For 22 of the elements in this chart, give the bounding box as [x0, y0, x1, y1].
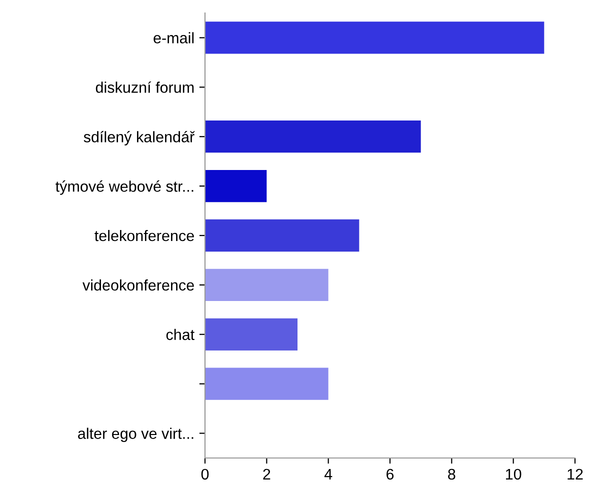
- x-tick-label: 4: [324, 468, 332, 480]
- y-tick-label: diskuzní forum: [96, 81, 194, 93]
- bar: [205, 170, 267, 202]
- bar: [205, 22, 544, 54]
- y-tick-label: telekonference: [94, 230, 194, 242]
- x-tick-label: 6: [386, 468, 394, 480]
- y-tick-label: sdílený kalendář: [84, 130, 195, 146]
- x-tick-label: 2: [263, 468, 270, 480]
- y-tick-label: týmové webové str...: [56, 180, 194, 195]
- x-tick-label: 0: [201, 468, 209, 480]
- y-tick-label: alter ego ve virt...: [78, 428, 194, 442]
- bar: [205, 219, 360, 252]
- x-tick-label: 12: [568, 468, 583, 480]
- y-tick-label: e-mail: [154, 32, 194, 44]
- bar: [205, 120, 421, 153]
- bar: [205, 318, 298, 350]
- bar: [205, 268, 328, 302]
- x-tick-label: 10: [506, 468, 522, 480]
- x-tick-label: 8: [448, 468, 456, 480]
- y-tick-label: chat: [166, 328, 194, 340]
- y-tick-label: videokonference: [82, 279, 194, 291]
- bar: [205, 368, 328, 400]
